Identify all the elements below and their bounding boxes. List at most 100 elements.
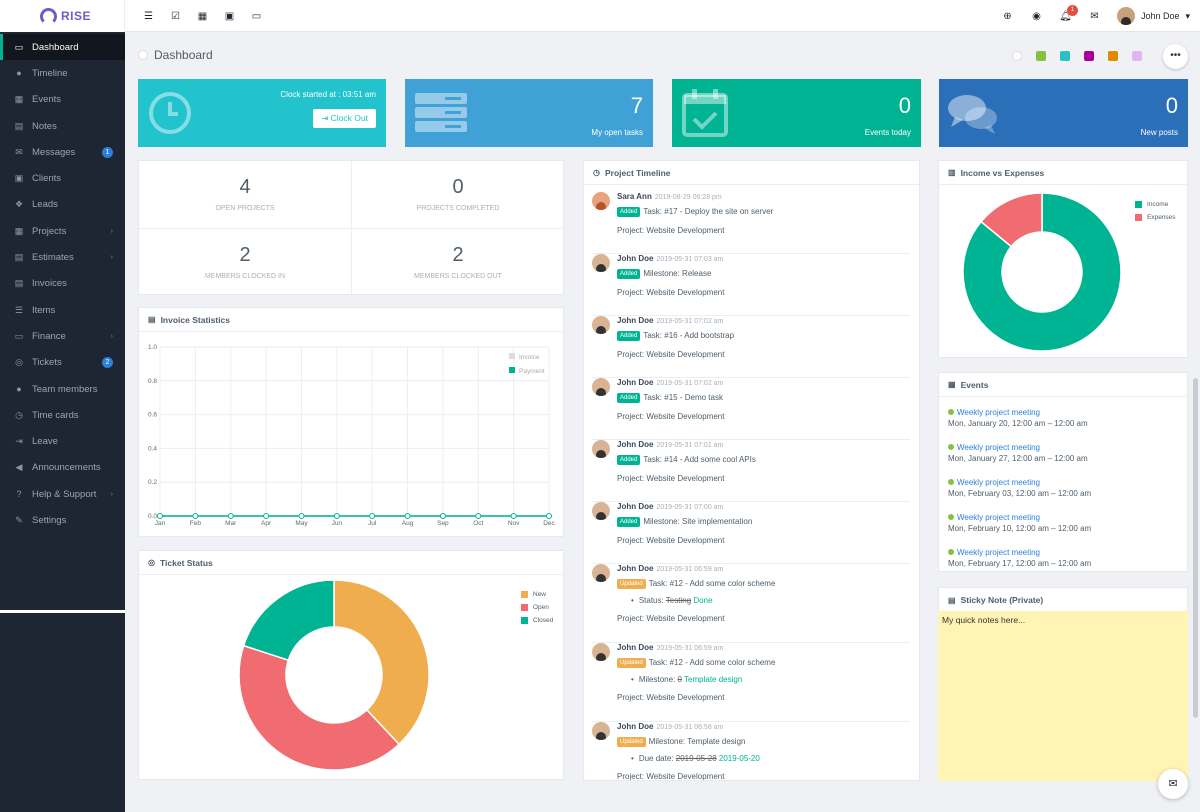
clock-out-button[interactable]: ⇥ Clock Out [313,109,376,128]
timeline-project[interactable]: Project: Website Development [617,350,725,359]
color-swatch[interactable] [1012,51,1022,61]
event-title[interactable]: Weekly project meeting [948,407,1088,418]
new-posts-widget[interactable]: 0 New posts [939,79,1188,147]
members-clocked-in-stat[interactable]: 2 MEMBERS CLOCKED IN [139,244,351,280]
timeline-user-name[interactable]: John Doe [617,378,654,387]
checklist-icon[interactable]: ☑ [171,10,180,22]
desktop-icon[interactable]: ▭ [251,10,262,22]
timeline-activity[interactable]: Task: #16 - Add bootstrap [643,331,735,341]
timeline-activity[interactable]: Milestone: Release [643,269,712,279]
menu-icon[interactable]: ☰ [144,10,153,22]
avatar[interactable] [592,502,610,520]
legend-item[interactable]: Closed [521,617,553,624]
timeline-user-name[interactable]: Sara Ann [617,192,652,201]
color-swatch[interactable] [1132,51,1142,61]
sidebar-item-clients[interactable]: ▣ Clients [0,165,125,191]
avatar[interactable] [592,192,610,210]
sidebar-item-team-members[interactable]: ● Team members [0,376,125,402]
apps-icon[interactable]: ▦ [197,10,208,22]
timeline-activity[interactable]: Task: #14 - Add some cool APIs [643,455,756,465]
user-menu[interactable]: John Doe ▾ [1116,7,1190,25]
sidebar-item-leads[interactable]: ❖ Leads [0,192,125,218]
projects-completed-stat[interactable]: 0 PROJECTS COMPLETED [352,176,564,212]
events-today-widget[interactable]: 0 Events today [672,79,921,147]
sidebar-item-settings[interactable]: ✎ Settings [0,507,125,533]
sidebar-item-events[interactable]: ▦ Events [0,87,125,113]
chat-button[interactable]: ✉ [1158,769,1188,799]
timeline-user-name[interactable]: John Doe [617,502,654,511]
envelope-icon[interactable]: ✉ [1090,10,1099,22]
avatar[interactable] [592,440,610,458]
logo[interactable]: RISE [0,0,125,32]
sidebar-item-messages[interactable]: ✉ Messages 1 [0,139,125,165]
sticky-note-textarea[interactable]: My quick notes here... [938,611,1188,781]
sidebar-item-help-support[interactable]: ? Help & Support › [0,481,125,507]
open-tasks-widget[interactable]: 7 My open tasks [405,79,653,147]
briefcase-icon[interactable]: ▣ [224,10,235,22]
timeline-project[interactable]: Project: Website Development [617,412,725,421]
avatar[interactable] [592,378,610,396]
timeline-activity[interactable]: Task: #15 - Demo task [643,393,723,403]
action-badge: Updated [617,579,646,589]
color-swatch[interactable] [1084,51,1094,61]
legend-item[interactable]: Open [521,604,553,611]
legend-item[interactable]: Expenses [1135,214,1176,221]
bell-icon[interactable]: 🔔︎ 1 [1051,4,1080,22]
timeline-project[interactable]: Project: Website Development [617,772,725,781]
plus-circle-icon[interactable]: ⊕ [1003,10,1012,22]
timeline-user-name[interactable]: John Doe [617,643,654,652]
timeline-project[interactable]: Project: Website Development [617,693,725,702]
avatar[interactable] [592,564,610,582]
open-projects-stat[interactable]: 4 OPEN PROJECTS [139,176,351,212]
sidebar-item-projects[interactable]: ▦ Projects › [0,218,125,244]
sidebar-item-finance[interactable]: ▭ Finance › [0,323,125,349]
timeline-project[interactable]: Project: Website Development [617,614,725,623]
color-swatch[interactable] [1108,51,1118,61]
color-swatch[interactable] [1060,51,1070,61]
event-title[interactable]: Weekly project meeting [948,547,1091,558]
timeline-activity[interactable]: Milestone: Template design [648,737,746,747]
sidebar-item-dashboard[interactable]: ▭ Dashboard [0,34,125,61]
members-clocked-out-stat[interactable]: 2 MEMBERS CLOCKED OUT [352,244,564,280]
sidebar-item-announcements[interactable]: ◀ Announcements [0,455,125,481]
globe-icon[interactable]: ◉ [1032,10,1041,22]
timeline-activity[interactable]: Task: #12 - Add some color scheme [648,658,776,668]
sidebar-item-tickets[interactable]: ◎ Tickets 2 [0,350,125,376]
sidebar-item-invoices[interactable]: ▤ Invoices [0,271,125,297]
sidebar-item-time-cards[interactable]: ◷ Time cards [0,402,125,428]
sidebar-item-items[interactable]: ☰ Items [0,297,125,323]
sidebar-item-timeline[interactable]: ● Timeline [0,60,125,86]
sidebar-item-estimates[interactable]: ▤ Estimates › [0,244,125,270]
legend-item[interactable]: Income [1135,201,1176,208]
clock-icon: ◷ [593,168,600,177]
sidebar-item-label: Finance [32,330,66,342]
legend-item[interactable]: New [521,591,553,598]
timeline-user-name[interactable]: John Doe [617,254,654,263]
timeline-project[interactable]: Project: Website Development [617,226,725,235]
event-title[interactable]: Weekly project meeting [948,477,1091,488]
event-title[interactable]: Weekly project meeting [948,512,1091,523]
sticky-note-card: ▤ Sticky Note (Private) [938,587,1188,612]
more-options-button[interactable]: ••• [1163,44,1188,69]
sidebar-item-leave[interactable]: ⇥ Leave [0,428,125,454]
avatar[interactable] [592,722,610,740]
open-tasks-count: 7 [630,93,643,118]
sidebar-item-notes[interactable]: ▤ Notes [0,113,125,139]
legend-swatch [521,604,528,611]
timeline-project[interactable]: Project: Website Development [617,288,725,297]
timeline-user-name[interactable]: John Doe [617,564,654,573]
timeline-project[interactable]: Project: Website Development [617,474,725,483]
timeline-activity[interactable]: Milestone: Site implementation [643,517,753,527]
avatar[interactable] [592,643,610,661]
avatar[interactable] [592,254,610,272]
timeline-user-name[interactable]: John Doe [617,316,654,325]
event-title[interactable]: Weekly project meeting [948,442,1088,453]
timeline-activity[interactable]: Task: #12 - Add some color scheme [648,579,776,589]
avatar[interactable] [592,316,610,334]
scrollbar[interactable] [1193,378,1198,718]
color-swatch[interactable] [1036,51,1046,61]
timeline-user-name[interactable]: John Doe [617,722,654,731]
timeline-user-name[interactable]: John Doe [617,440,654,449]
timeline-project[interactable]: Project: Website Development [617,536,725,545]
timeline-activity[interactable]: Task: #17 - Deploy the site on server [643,207,774,217]
